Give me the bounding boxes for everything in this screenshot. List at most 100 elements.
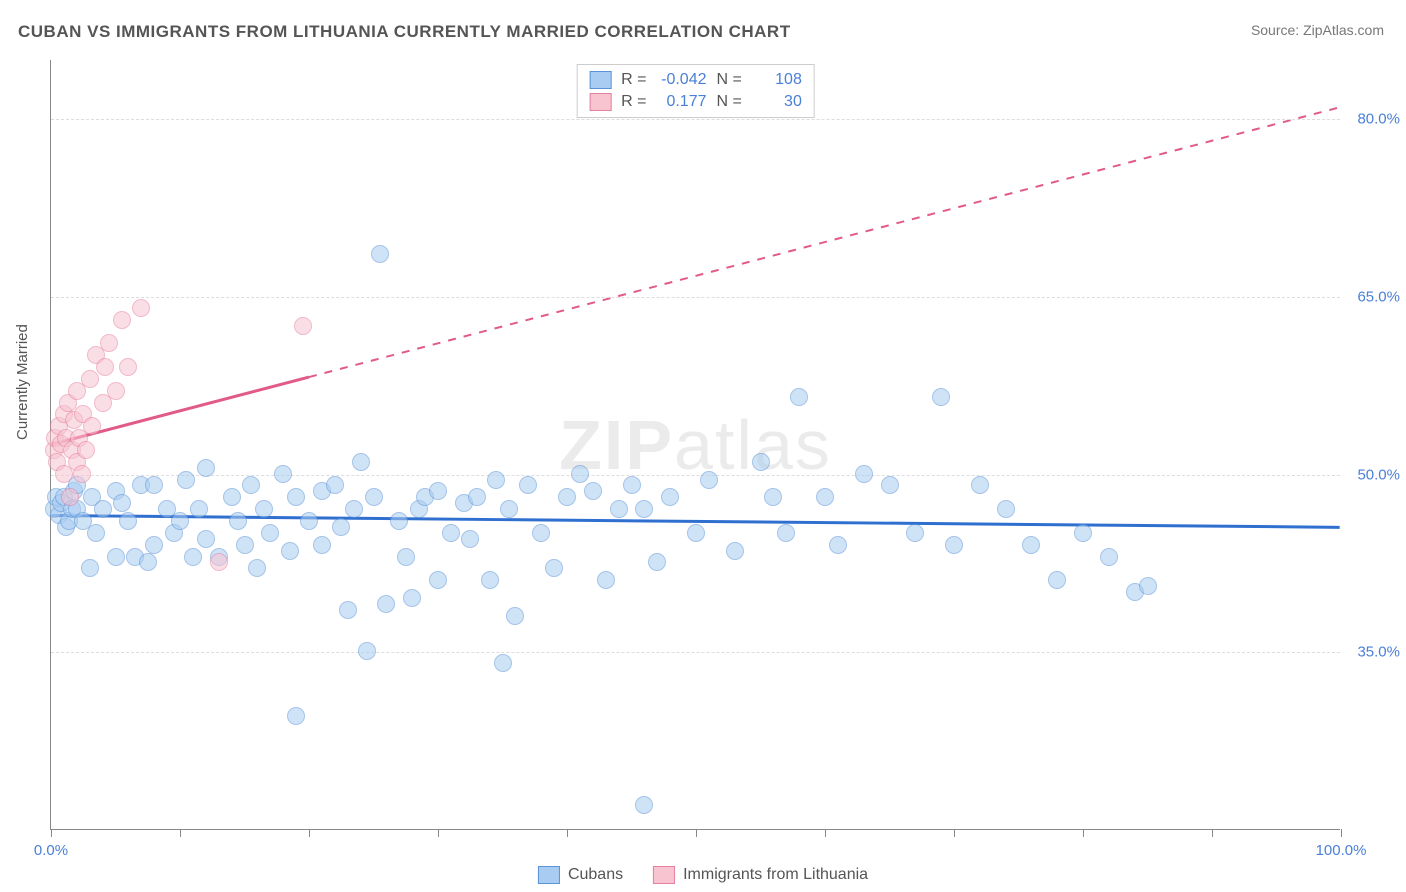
data-point: [481, 571, 499, 589]
data-point: [532, 524, 550, 542]
data-point: [377, 595, 395, 613]
data-point: [326, 476, 344, 494]
data-point: [610, 500, 628, 518]
x-tick-label: 100.0%: [1316, 842, 1367, 859]
data-point: [83, 417, 101, 435]
stat-n-label: N =: [717, 71, 742, 89]
data-point: [236, 536, 254, 554]
data-point: [255, 500, 273, 518]
data-point: [287, 707, 305, 725]
data-point: [661, 488, 679, 506]
data-point: [506, 607, 524, 625]
data-point: [313, 536, 331, 554]
x-tick: [567, 829, 568, 837]
x-tick: [1341, 829, 1342, 837]
y-tick-label: 65.0%: [1357, 288, 1400, 305]
data-point: [429, 571, 447, 589]
stats-row: R =-0.042N =108: [589, 69, 802, 91]
data-point: [558, 488, 576, 506]
data-point: [635, 796, 653, 814]
data-point: [764, 488, 782, 506]
data-point: [197, 530, 215, 548]
stat-n-label: N =: [717, 93, 742, 111]
data-point: [1022, 536, 1040, 554]
data-point: [132, 299, 150, 317]
data-point: [274, 465, 292, 483]
data-point: [81, 370, 99, 388]
data-point: [229, 512, 247, 530]
data-point: [332, 518, 350, 536]
data-point: [223, 488, 241, 506]
legend-swatch: [589, 93, 611, 111]
data-point: [945, 536, 963, 554]
data-point: [81, 559, 99, 577]
data-point: [281, 542, 299, 560]
legend-label: Cubans: [568, 866, 623, 884]
stats-box: R =-0.042N =108R = 0.177 N = 30: [576, 64, 815, 118]
data-point: [390, 512, 408, 530]
data-point: [648, 553, 666, 571]
source-label: Source: ZipAtlas.com: [1251, 22, 1384, 38]
data-point: [635, 500, 653, 518]
data-point: [829, 536, 847, 554]
stat-r-label: R =: [621, 71, 646, 89]
stat-r-value: 0.177: [657, 93, 707, 111]
x-tick: [309, 829, 310, 837]
data-point: [197, 459, 215, 477]
gridline: [51, 475, 1340, 476]
data-point: [1048, 571, 1066, 589]
legend-swatch: [589, 71, 611, 89]
watermark: ZIPatlas: [559, 405, 832, 485]
stat-n-value: 30: [752, 93, 802, 111]
data-point: [597, 571, 615, 589]
stats-row: R =0.177N =30: [589, 91, 802, 113]
data-point: [881, 476, 899, 494]
data-point: [494, 654, 512, 672]
data-point: [171, 512, 189, 530]
data-point: [906, 524, 924, 542]
y-tick-label: 80.0%: [1357, 111, 1400, 128]
legend-swatch: [538, 866, 560, 884]
x-tick: [696, 829, 697, 837]
data-point: [365, 488, 383, 506]
data-point: [261, 524, 279, 542]
data-point: [429, 482, 447, 500]
data-point: [997, 500, 1015, 518]
data-point: [119, 358, 137, 376]
data-point: [248, 559, 266, 577]
data-point: [1139, 577, 1157, 595]
data-point: [242, 476, 260, 494]
trend-lines: [51, 60, 1340, 829]
data-point: [519, 476, 537, 494]
data-point: [210, 553, 228, 571]
x-tick: [1083, 829, 1084, 837]
gridline: [51, 652, 1340, 653]
x-tick-label: 0.0%: [34, 842, 68, 859]
data-point: [1100, 548, 1118, 566]
data-point: [726, 542, 744, 560]
data-point: [96, 358, 114, 376]
gridline: [51, 297, 1340, 298]
data-point: [403, 589, 421, 607]
legend-label: Immigrants from Lithuania: [683, 866, 868, 884]
data-point: [397, 548, 415, 566]
legend-item: Immigrants from Lithuania: [653, 866, 868, 884]
legend-item: Cubans: [538, 866, 623, 884]
data-point: [77, 441, 95, 459]
data-point: [352, 453, 370, 471]
bottom-legend: Cubans Immigrants from Lithuania: [538, 866, 868, 884]
data-point: [184, 548, 202, 566]
data-point: [139, 553, 157, 571]
data-point: [61, 488, 79, 506]
data-point: [190, 500, 208, 518]
data-point: [100, 334, 118, 352]
data-point: [371, 245, 389, 263]
data-point: [461, 530, 479, 548]
x-tick: [180, 829, 181, 837]
x-tick: [825, 829, 826, 837]
data-point: [145, 536, 163, 554]
data-point: [287, 488, 305, 506]
chart-title: CUBAN VS IMMIGRANTS FROM LITHUANIA CURRE…: [18, 22, 791, 42]
data-point: [700, 471, 718, 489]
data-point: [87, 524, 105, 542]
